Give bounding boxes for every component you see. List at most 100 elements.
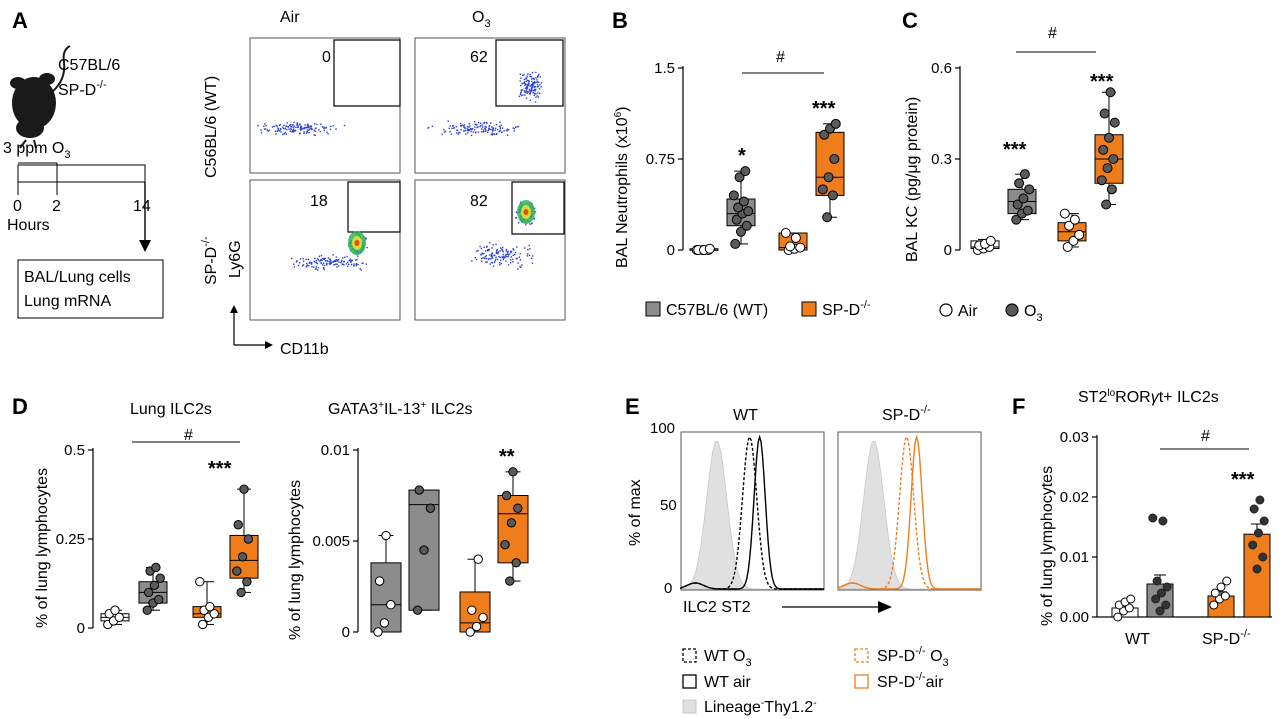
flow-event: [485, 129, 487, 131]
data-point: [110, 605, 120, 615]
flow-col-air: Air: [280, 9, 300, 26]
flow-event: [312, 266, 315, 268]
data-point: [151, 562, 161, 573]
flow-event: [311, 128, 313, 130]
legend-wt-label: C57BL/6 (WT): [666, 302, 768, 319]
flow-event: [365, 237, 367, 239]
data-point: [414, 485, 424, 495]
data-point: [1106, 184, 1117, 195]
legend-spd-label-sup: -/-: [860, 299, 871, 311]
legend-o3-label: O3: [1024, 303, 1043, 324]
legend-e-wt-air: WT air: [704, 674, 751, 691]
flow-event: [492, 128, 494, 130]
flow-event: [526, 92, 528, 94]
flow-event: [335, 263, 337, 265]
flow-event: [533, 89, 535, 91]
legend-e-wt-air-swatch: [682, 674, 697, 689]
flow-event: [500, 124, 503, 126]
flow-event: [494, 127, 497, 130]
flow-event: [333, 264, 335, 266]
flow-event: [488, 249, 490, 252]
data-point: [1152, 576, 1162, 586]
panel-d-right-title-sup1: +: [378, 400, 384, 411]
flow-event: [506, 128, 509, 130]
legend-air-marker: [939, 303, 953, 317]
flow-event: [264, 128, 267, 130]
data-point: [1113, 612, 1123, 622]
flow-event: [277, 129, 279, 132]
data-point: [386, 600, 396, 610]
flow-event: [495, 256, 497, 258]
data-point: [197, 619, 208, 630]
flow-event: [332, 261, 334, 263]
flow-event: [452, 125, 454, 127]
data-point: [1158, 516, 1168, 526]
flow-event: [343, 261, 345, 263]
flow-event: [501, 131, 503, 134]
flow-event: [311, 261, 313, 264]
panel-f-title-a: ST2: [1078, 389, 1107, 406]
histogram-frame: [837, 431, 982, 591]
data-point: [790, 232, 801, 243]
flow-event: [499, 127, 502, 130]
flow-event: [329, 262, 332, 264]
flow-event: [505, 260, 507, 262]
flow-density: [523, 209, 529, 215]
data-point: [243, 534, 254, 544]
flow-event: [488, 127, 490, 130]
flow-event: [499, 247, 502, 249]
flow-event: [488, 124, 491, 127]
y-tick-label: 0.25: [56, 531, 85, 548]
flow-event: [527, 91, 530, 93]
legend-e-wt-o3: WT O3: [704, 648, 752, 669]
flow-event: [306, 132, 308, 134]
flow-event: [485, 261, 487, 263]
data-point: [795, 242, 806, 253]
data-point: [232, 566, 242, 576]
data-point: [1216, 582, 1226, 592]
flow-event: [350, 259, 352, 262]
flow-event: [502, 253, 504, 256]
flow-event: [494, 254, 496, 257]
flow-event: [485, 126, 487, 128]
flow-event: [499, 263, 501, 266]
st2-histogram: [837, 434, 981, 590]
y-tick-label: 0.5: [64, 442, 85, 459]
flow-event: [518, 95, 521, 98]
flow-event: [307, 258, 310, 261]
flow-event: [305, 258, 307, 261]
panel-f-title: ST2loRORγt+ ILC2s: [1078, 388, 1219, 406]
flow-event: [324, 260, 327, 262]
flow-event: [323, 258, 325, 261]
data-point: [154, 594, 164, 605]
flow-event: [513, 128, 516, 130]
flow-event: [303, 131, 305, 133]
flow-event: [534, 92, 536, 95]
flow-plot-frame: [414, 179, 566, 321]
flow-event: [508, 253, 510, 255]
flow-event: [292, 129, 295, 131]
flow-event: [319, 130, 322, 133]
data-point: [823, 172, 834, 183]
flow-event: [533, 80, 536, 83]
panel-c-sig-spd: ***: [1090, 71, 1114, 93]
panel-e-col-wt: WT: [733, 407, 758, 424]
flow-event: [527, 73, 529, 75]
legend-wt-swatch: [645, 301, 661, 317]
flow-event: [532, 89, 535, 92]
flow-event: [512, 127, 514, 129]
data-point: [731, 214, 742, 225]
flow-event: [484, 125, 486, 128]
flow-event: [293, 121, 295, 124]
flow-event: [537, 96, 540, 98]
flow-row-wt: C56BL/6 (WT): [203, 76, 220, 178]
data-point: [1156, 588, 1166, 598]
flow-event: [361, 262, 363, 264]
flow-event: [346, 261, 349, 264]
flow-event: [528, 80, 530, 83]
timeline-tick-0: 0: [13, 198, 22, 215]
legend-e-spd-air-text: SP-D: [877, 674, 915, 691]
flow-event: [503, 256, 505, 259]
data-point: [506, 518, 517, 528]
data-point: [374, 576, 385, 586]
